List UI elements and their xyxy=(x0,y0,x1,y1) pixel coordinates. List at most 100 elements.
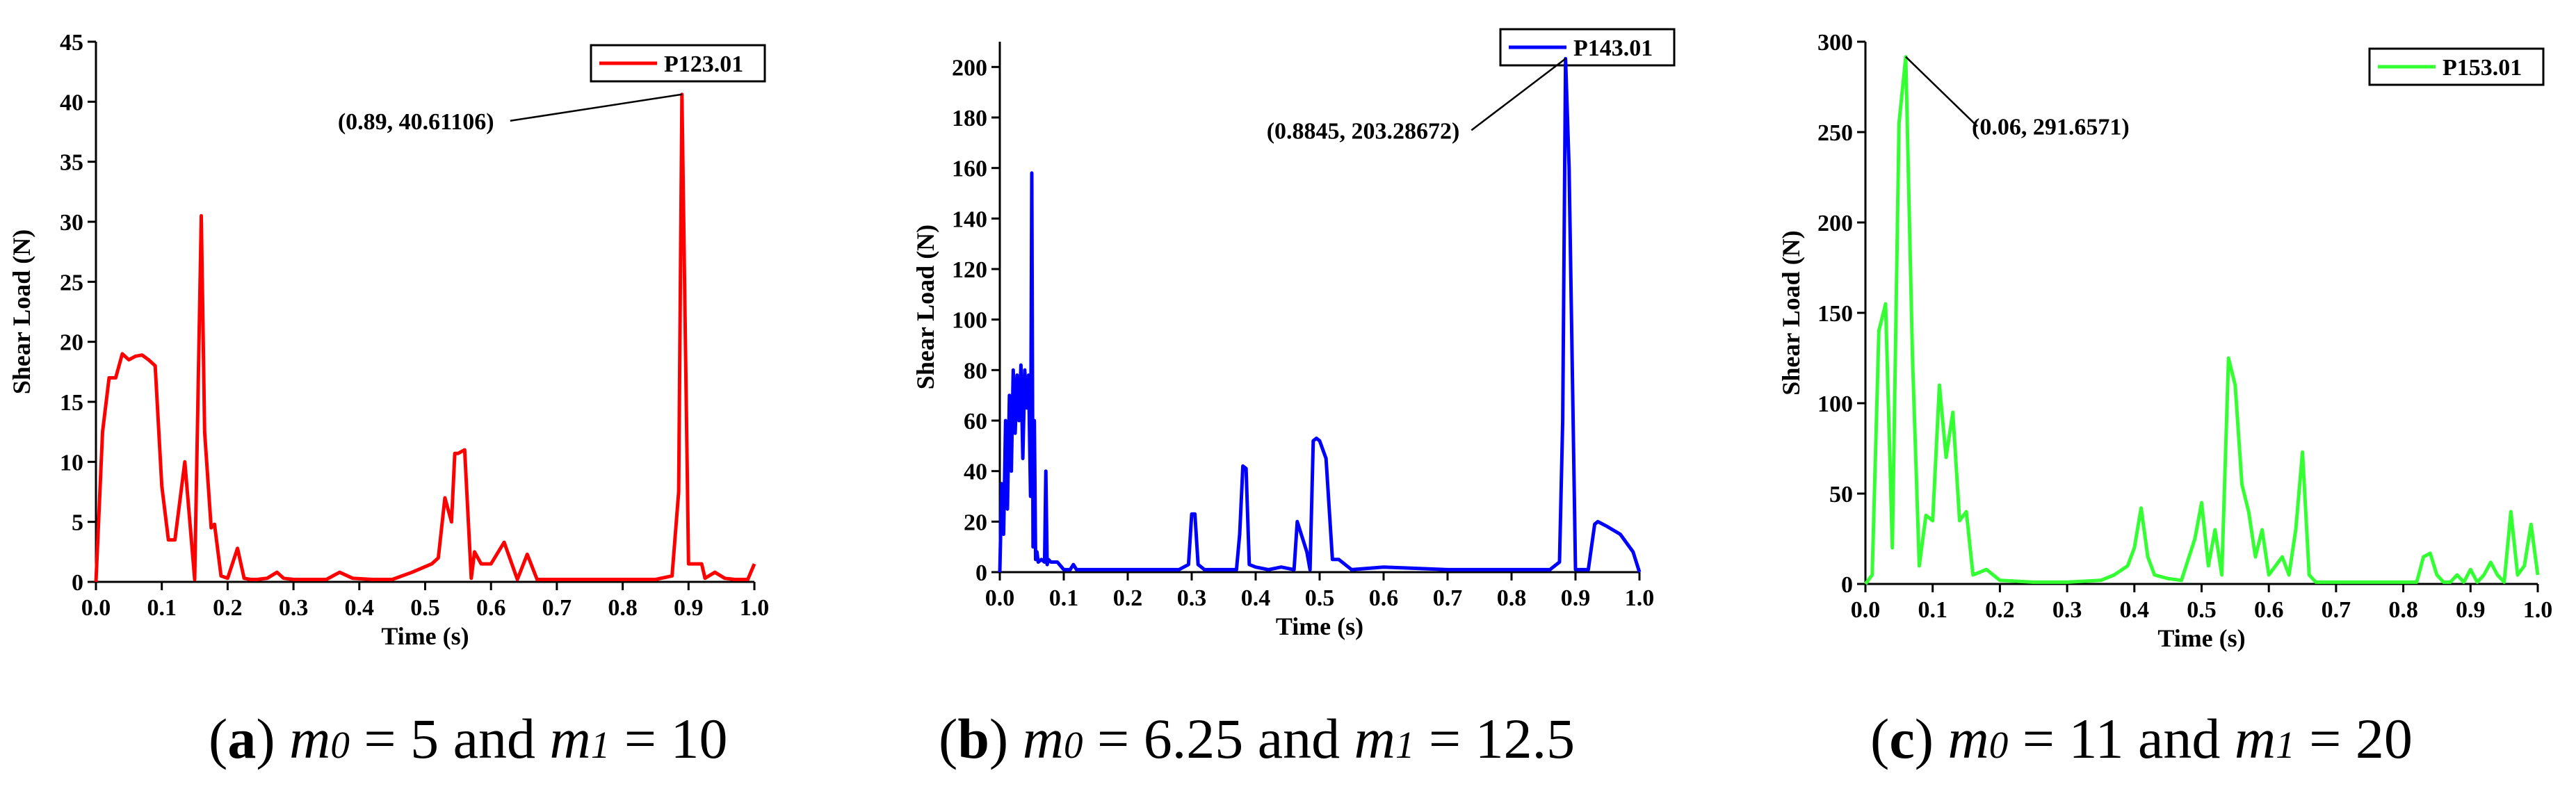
x-tick-label: 0.6 xyxy=(1369,585,1399,611)
x-tick-label: 0.2 xyxy=(1113,585,1143,611)
x-tick-label: 0.2 xyxy=(1985,597,2015,623)
caption-m1-sub: 1 xyxy=(2276,724,2295,766)
y-tick-label: 45 xyxy=(60,30,83,56)
chart-panel-a: P123.01 Shear Load (N) Time (s) (0.89, 4… xyxy=(8,30,769,770)
peak-annotation: (0.89, 40.61106) xyxy=(338,109,494,135)
y-tick-label: 200 xyxy=(952,55,987,81)
legend-label: P123.01 xyxy=(664,51,743,77)
y-tick-label: 120 xyxy=(952,257,987,283)
caption-m1-sub: 1 xyxy=(591,724,610,766)
legend-label: P143.01 xyxy=(1573,35,1653,61)
y-axis-title: Shear Load (N) xyxy=(912,225,939,389)
x-tick-label: 1.0 xyxy=(2523,597,2553,623)
caption-m1-value: 20 xyxy=(2356,707,2413,770)
annotation-leader-line xyxy=(510,93,683,122)
peak-annotation: (0.8845, 203.28672) xyxy=(1267,118,1460,144)
y-tick-label: 0 xyxy=(72,570,83,596)
caption-letter: c xyxy=(1889,707,1914,770)
y-tick-label: 30 xyxy=(60,210,83,236)
caption-m1: m xyxy=(1354,707,1395,770)
x-tick-label: 0.6 xyxy=(476,595,506,621)
caption-eq-0: = xyxy=(364,707,396,770)
x-tick-label: 0.8 xyxy=(1497,585,1527,611)
caption-eq-1: = xyxy=(2309,707,2341,770)
x-tick-label: 0.6 xyxy=(2254,597,2284,623)
x-tick-label: 0.8 xyxy=(2388,597,2418,623)
caption-and: and xyxy=(1258,707,1340,770)
x-tick-label: 0.0 xyxy=(81,595,111,621)
caption-m1-value: 12.5 xyxy=(1475,707,1575,770)
caption-m0-value: 6.25 xyxy=(1144,707,1244,770)
y-tick-label: 35 xyxy=(60,150,83,176)
y-tick-label: 20 xyxy=(964,510,987,535)
y-tick-label: 20 xyxy=(60,330,83,356)
x-tick-label: 0.5 xyxy=(410,595,440,621)
chart-panel-c: P153.01 Shear Load (N) Time (s) (0.06, 2… xyxy=(1777,30,2552,770)
caption-and: and xyxy=(2138,707,2220,770)
legend-label: P153.01 xyxy=(2443,55,2522,81)
y-tick-label: 10 xyxy=(60,450,83,476)
caption-letter: b xyxy=(957,707,989,770)
x-tick-label: 0.5 xyxy=(1305,585,1335,611)
annotation-leader-line xyxy=(1905,56,1978,127)
y-tick-label: 100 xyxy=(1817,391,1853,417)
panel-caption: (a) m0 = 5 and m1 = 10 xyxy=(209,707,727,770)
x-axis-title: Time (s) xyxy=(1276,612,1363,640)
x-tick-label: 0.9 xyxy=(2456,597,2486,623)
x-tick-label: 0.0 xyxy=(985,585,1015,611)
x-tick-label: 0.1 xyxy=(147,595,177,621)
x-tick-label: 1.0 xyxy=(1625,585,1655,611)
x-tick-label: 0.8 xyxy=(608,595,638,621)
y-tick-label: 200 xyxy=(1817,211,1853,236)
x-tick-label: 0.9 xyxy=(1561,585,1591,611)
caption-m0: m xyxy=(289,707,330,770)
y-tick-label: 180 xyxy=(952,106,987,131)
x-tick-label: 0.3 xyxy=(2052,597,2082,623)
caption-letter: a xyxy=(227,707,256,770)
y-tick-label: 40 xyxy=(964,460,987,485)
y-tick-label: 40 xyxy=(60,90,83,115)
peak-annotation: (0.06, 291.6571) xyxy=(1972,115,2130,140)
x-tick-label: 0.2 xyxy=(213,595,243,621)
y-tick-label: 25 xyxy=(60,270,83,295)
caption-m1-value: 10 xyxy=(670,707,727,770)
y-tick-label: 250 xyxy=(1817,120,1853,146)
y-tick-label: 50 xyxy=(1829,482,1853,507)
x-tick-label: 0.3 xyxy=(279,595,309,621)
x-tick-label: 0.1 xyxy=(1918,597,1947,623)
x-tick-label: 0.7 xyxy=(1433,585,1463,611)
x-axis-title: Time (s) xyxy=(2157,624,2245,652)
annotation-leader-line xyxy=(1471,58,1566,131)
x-tick-label: 0.0 xyxy=(1851,597,1881,623)
series-line xyxy=(1863,55,2540,585)
chart-panel-b: P143.01 Shear Load (N) Time (s) (0.8845,… xyxy=(912,28,1676,770)
y-tick-label: 60 xyxy=(964,409,987,434)
caption-m0-value: 5 xyxy=(410,707,439,770)
series-line xyxy=(998,56,1642,573)
panel-caption: (b) m0 = 6.25 and m1 = 12.5 xyxy=(939,707,1575,770)
panel-caption: (c) m0 = 11 and m1 = 20 xyxy=(1870,707,2413,770)
caption-m0-sub: 0 xyxy=(1989,724,2009,766)
caption-m1: m xyxy=(550,707,591,770)
y-axis-title: Shear Load (N) xyxy=(1777,230,1805,395)
caption-eq-1: = xyxy=(624,707,656,770)
caption-m1: m xyxy=(2235,707,2276,770)
y-tick-label: 80 xyxy=(964,358,987,384)
x-tick-label: 0.1 xyxy=(1049,585,1079,611)
y-tick-label: 15 xyxy=(60,390,83,416)
y-axis-title: Shear Load (N) xyxy=(8,229,35,394)
y-tick-label: 100 xyxy=(952,308,987,334)
y-tick-label: 5 xyxy=(72,510,83,536)
caption-m1-sub: 1 xyxy=(1395,724,1415,766)
caption-m0: m xyxy=(1023,707,1064,770)
caption-m0: m xyxy=(1948,707,1989,770)
caption-eq-1: = xyxy=(1429,707,1461,770)
series-line xyxy=(94,92,756,583)
caption-eq-0: = xyxy=(1097,707,1129,770)
caption-eq-0: = xyxy=(2023,707,2055,770)
y-tick-label: 140 xyxy=(952,206,987,232)
x-tick-label: 0.4 xyxy=(1241,585,1271,611)
y-tick-label: 160 xyxy=(952,156,987,182)
caption-m0-sub: 0 xyxy=(330,724,350,766)
